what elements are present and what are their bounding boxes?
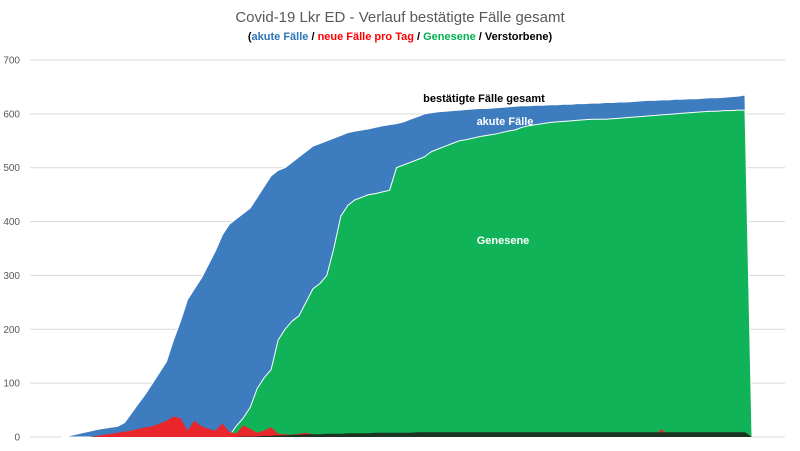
subtitle-segment: / xyxy=(413,31,424,43)
y-tick-label: 400 xyxy=(3,217,20,228)
y-tick-label: 300 xyxy=(3,271,20,282)
subtitle-segment: Verstorbene xyxy=(484,31,549,43)
y-tick-label: 500 xyxy=(3,163,20,174)
area-new xyxy=(62,416,752,437)
y-tick-label: 0 xyxy=(14,433,20,444)
subtitle-segment: ( xyxy=(247,31,252,43)
chart-title: Covid-19 Lkr ED - Verlauf bestätigte Fäl… xyxy=(235,9,565,26)
subtitle-segment: Genesene xyxy=(423,31,476,43)
y-axis: 0 100 200 300 400 500 600 700 xyxy=(3,56,20,444)
subtitle-segment: ) xyxy=(548,31,553,43)
y-tick-label: 600 xyxy=(3,109,20,120)
subtitle-segment: / xyxy=(475,31,485,43)
y-tick-label: 100 xyxy=(3,379,20,390)
series-labels: bestätigte Fälle gesamt akute Fälle Genese… xyxy=(423,93,545,247)
label-active: akute Fälle xyxy=(477,116,534,128)
chart-subtitle: (akute Fälle / neue Fälle pro Tag / Gene… xyxy=(0,31,800,43)
subtitle-segment: neue Fälle pro Tag xyxy=(317,31,414,43)
y-tick-label: 700 xyxy=(3,56,20,67)
label-total: bestätigte Fälle gesamt xyxy=(423,93,545,105)
y-tick-label: 200 xyxy=(3,325,20,336)
subtitle-segment: akute Fälle xyxy=(251,31,309,43)
label-recovered: Genesene xyxy=(477,235,530,247)
area-series xyxy=(61,94,753,438)
area-deaths xyxy=(62,432,752,437)
subtitle-segment: / xyxy=(308,31,318,43)
